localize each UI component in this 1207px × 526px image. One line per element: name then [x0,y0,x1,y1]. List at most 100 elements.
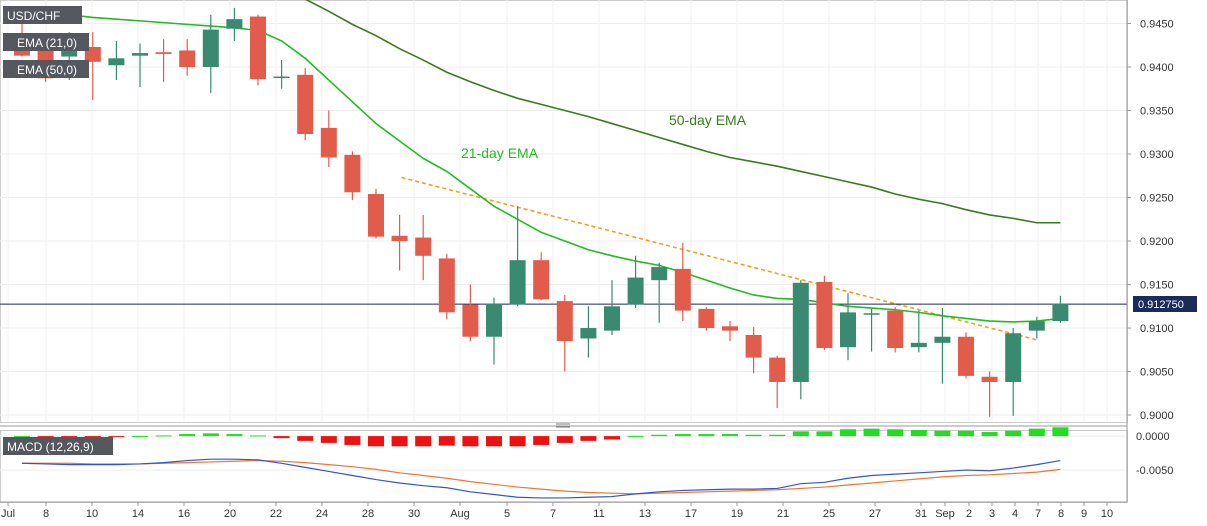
candle-body [887,310,904,349]
macd-histogram-bar [816,431,833,437]
legend-ema21-box [3,33,89,51]
candle-body [1052,303,1069,322]
axes: 0.9000 0.9050 0.9100 0.9150 0.9200 0.9250 0.93… [0,0,1174,520]
macd-histogram-bar [674,434,691,437]
date-tick-label: 8 [1058,508,1064,520]
candle-body [132,53,148,56]
candle-body [556,301,573,342]
candle [391,214,408,271]
candle [273,60,290,89]
macd-histogram-bar [722,434,738,437]
trendline [401,176,1039,341]
candle-body [580,328,597,339]
macd-histogram-bar [556,436,573,443]
legend-symbol: USD/CHF [7,9,60,23]
candle [320,110,337,168]
candle [651,262,668,323]
candle [368,188,384,239]
candle [627,255,644,309]
candle-body [745,334,762,358]
candle-body [155,52,172,54]
macd-histogram-bar [1005,430,1022,437]
candle [1005,328,1022,416]
candle [887,307,904,353]
ema50-line [305,0,1061,224]
price-tick-label: 0.9350 [1140,106,1174,118]
candle [486,297,502,365]
candle [179,39,196,76]
price-tick-label: 0.9050 [1140,367,1174,379]
date-tick-label: 19 [731,508,743,520]
price-tick-label: 0.9100 [1140,323,1174,335]
macd-histogram-bar [627,436,644,438]
ema21-annotation: 21-day EMA [461,145,539,161]
date-tick-label: 31 [915,508,927,520]
candle [533,252,550,301]
macd-histogram-bar [14,436,30,438]
candles [14,7,1069,417]
ema-layer [21,0,1061,323]
macd-histogram-bar [344,436,361,445]
candle [202,14,219,94]
candle [910,310,927,353]
candle [250,14,266,86]
date-tick-label: 20 [224,508,236,520]
macd-histogram-bar [887,429,904,437]
date-tick-label: 16 [178,508,190,520]
date-tick-label: Sep [935,508,955,520]
macd-histogram-bar [368,436,384,447]
candle-body [981,376,998,382]
price-tick-label: 0.9400 [1140,62,1174,74]
macd-histogram-bar [486,436,502,447]
price-tick-label: 0.9250 [1140,193,1174,205]
date-tick-label: 9 [1081,508,1087,520]
date-tick-label: 7 [550,508,556,520]
date-tick-label: 27 [869,508,881,520]
candle-body [250,16,266,80]
candle-body [533,260,550,300]
candle [462,284,479,342]
macd-histogram-bar [320,436,337,443]
candle-body [1028,321,1045,331]
candle [674,242,691,322]
candle-body [391,235,408,242]
date-tick-label: 14 [132,508,144,520]
candle [415,214,432,281]
candle-body [202,29,219,67]
legend-ema50: EMA (50,0) [17,63,77,77]
candle [816,275,833,350]
candle [792,280,809,400]
candle-body [722,326,738,331]
candle [981,371,998,417]
candle-body [604,306,620,331]
current-price-label: 0.912750 [1138,299,1184,311]
date-tick-label: 3 [989,508,995,520]
candle [934,308,951,384]
date-tick-label: 21 [777,508,789,520]
candle-body [698,308,715,329]
candle-body [320,127,337,158]
ema21-line [21,9,1061,323]
candle [132,43,148,88]
candle-body [179,50,196,67]
macd-histogram-bar [61,436,78,438]
candle-body [934,336,951,343]
macd-histogram-bar [863,428,880,437]
macd-histogram-bar [1052,427,1069,437]
macd-tick-label: 0.0000 [1136,431,1170,443]
candle-body [840,312,856,348]
candle-body [816,281,833,349]
candle [1028,316,1045,339]
macd-line [21,458,1061,499]
date-tick-label: 10 [86,508,98,520]
macd-histogram-bar [132,436,148,438]
macd-histogram-bar [910,430,927,437]
date-tick-label: 8 [43,508,49,520]
date-tick-label: 30 [408,508,420,520]
macd-histogram-bar [651,434,668,437]
macd-histogram-bar [297,436,314,441]
candle-body [486,303,502,337]
candle [840,293,856,361]
date-tick-label: 28 [362,508,374,520]
